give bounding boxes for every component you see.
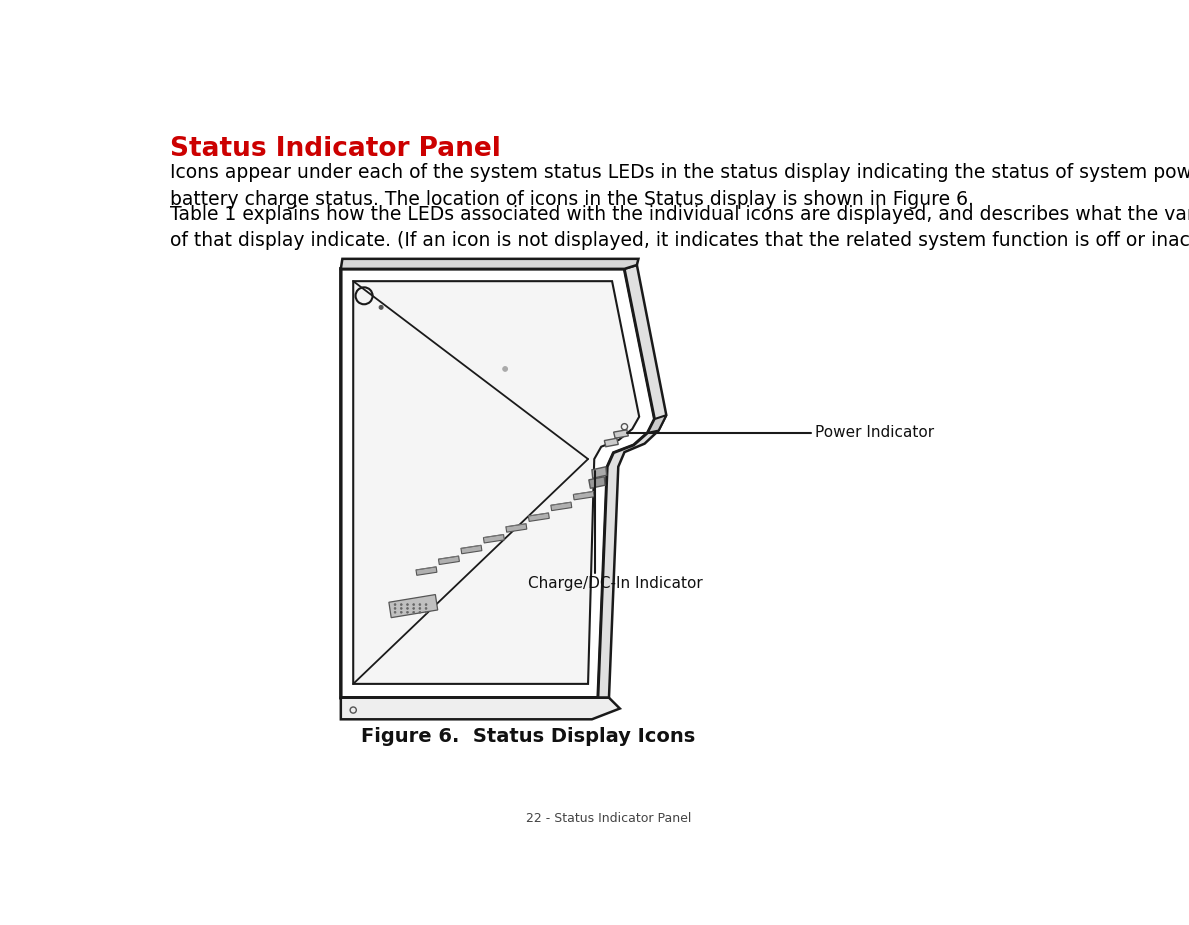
- Polygon shape: [573, 491, 594, 500]
- Circle shape: [413, 611, 415, 613]
- Text: Figure 6.  Status Display Icons: Figure 6. Status Display Icons: [361, 727, 696, 746]
- Polygon shape: [353, 281, 640, 684]
- Circle shape: [401, 608, 402, 610]
- Polygon shape: [484, 535, 504, 543]
- Circle shape: [503, 366, 508, 371]
- Polygon shape: [341, 269, 655, 697]
- Circle shape: [413, 608, 415, 610]
- Polygon shape: [416, 567, 436, 575]
- Text: Status Indicator Panel: Status Indicator Panel: [170, 136, 502, 162]
- Circle shape: [426, 604, 427, 606]
- Circle shape: [419, 611, 421, 613]
- Polygon shape: [341, 259, 638, 269]
- Circle shape: [401, 604, 402, 606]
- Circle shape: [419, 604, 421, 606]
- Circle shape: [407, 604, 408, 606]
- Circle shape: [419, 608, 421, 610]
- Polygon shape: [648, 415, 666, 433]
- Polygon shape: [461, 545, 482, 554]
- Polygon shape: [604, 438, 618, 447]
- Circle shape: [394, 611, 396, 613]
- Polygon shape: [528, 513, 549, 522]
- Text: Table 1 explains how the LEDs associated with the individual icons are displayed: Table 1 explains how the LEDs associated…: [170, 205, 1189, 251]
- Circle shape: [426, 611, 427, 613]
- Polygon shape: [341, 697, 619, 720]
- Text: Charge/DC-In Indicator: Charge/DC-In Indicator: [528, 576, 703, 591]
- Circle shape: [413, 604, 415, 606]
- Polygon shape: [589, 476, 605, 488]
- Polygon shape: [389, 595, 438, 618]
- Text: Power Indicator: Power Indicator: [816, 426, 935, 440]
- Circle shape: [401, 611, 402, 613]
- Circle shape: [407, 611, 408, 613]
- Circle shape: [394, 604, 396, 606]
- Polygon shape: [551, 502, 572, 511]
- Polygon shape: [439, 556, 459, 564]
- Text: 22 - Status Indicator Panel: 22 - Status Indicator Panel: [527, 812, 692, 825]
- Circle shape: [379, 305, 383, 309]
- Text: Icons appear under each of the system status LEDs in the status display indicati: Icons appear under each of the system st…: [170, 164, 1189, 209]
- Circle shape: [407, 608, 408, 610]
- Circle shape: [426, 608, 427, 610]
- Polygon shape: [598, 265, 666, 697]
- Circle shape: [394, 608, 396, 610]
- Polygon shape: [592, 467, 606, 478]
- Polygon shape: [614, 430, 628, 438]
- Polygon shape: [505, 524, 527, 532]
